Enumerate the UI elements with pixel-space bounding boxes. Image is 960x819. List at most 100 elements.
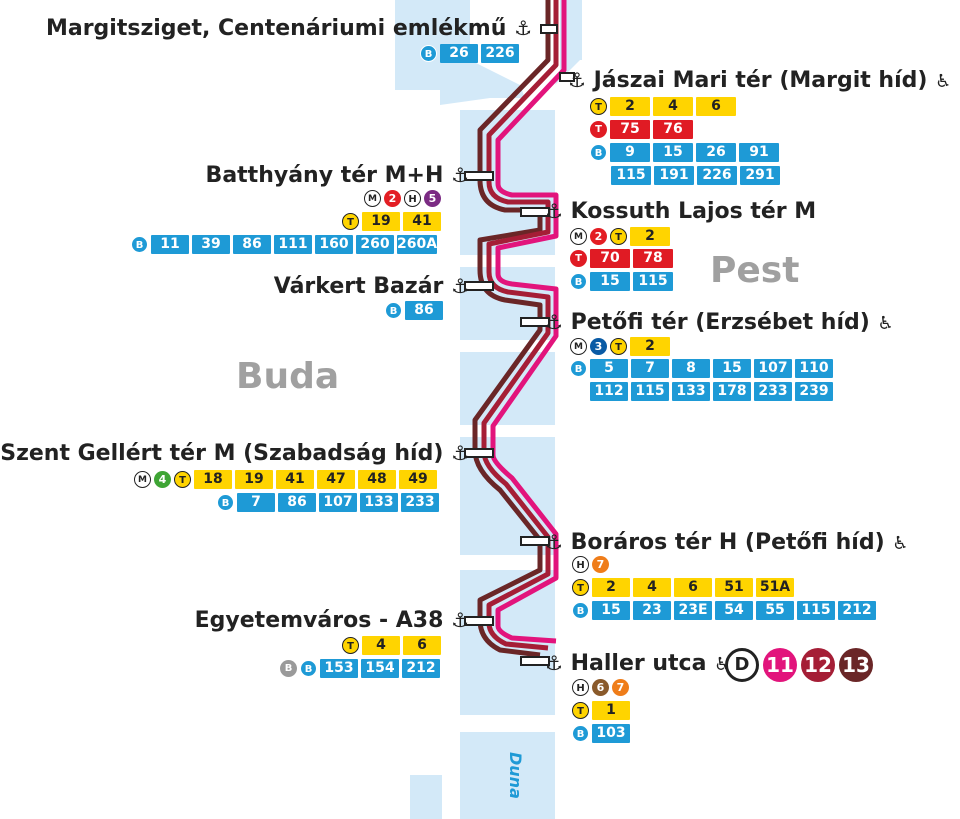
station-margitsziget[interactable]: Margitsziget, Centenáriumi emlékmű ⚓: [46, 16, 532, 41]
route-box[interactable]: 233: [401, 493, 439, 512]
route-box[interactable]: 260: [356, 235, 394, 254]
station-name: Margitsziget, Centenáriumi emlékmű: [45, 16, 507, 41]
route-box[interactable]: 107: [319, 493, 357, 512]
route-box[interactable]: 11: [151, 235, 189, 254]
route-box[interactable]: 1: [592, 701, 630, 720]
route-box[interactable]: 47: [317, 470, 355, 489]
route-box[interactable]: 23E: [674, 601, 712, 620]
route-box[interactable]: 6: [674, 578, 712, 597]
route-box[interactable]: 48: [358, 470, 396, 489]
bus-kossuth: B 15 115: [570, 272, 673, 291]
route-box[interactable]: 7: [237, 493, 275, 512]
station-name: Haller utca: [570, 651, 707, 676]
route-box[interactable]: 2: [610, 97, 650, 116]
station-batthyany-ter[interactable]: Batthyány tér M+H ⚓: [206, 163, 469, 188]
metro-line-badge: 2: [590, 228, 607, 245]
route-box[interactable]: 5: [590, 359, 628, 378]
route-box[interactable]: 111: [274, 235, 312, 254]
route-box[interactable]: 23: [633, 601, 671, 620]
route-box[interactable]: 86: [233, 235, 271, 254]
route-box[interactable]: 2: [592, 578, 630, 597]
route-box[interactable]: 51A: [756, 578, 794, 597]
station-petofi-ter[interactable]: ⚓ Petőfi tér (Erzsébet híd) ♿: [545, 310, 894, 335]
route-box[interactable]: 191: [654, 166, 694, 185]
route-box[interactable]: 86: [278, 493, 316, 512]
route-box[interactable]: 15: [592, 601, 630, 620]
station-haller-utca[interactable]: ⚓ Haller utca ♿: [545, 651, 730, 676]
route-box[interactable]: 2: [630, 227, 670, 246]
route-box[interactable]: 212: [402, 659, 440, 678]
route-box[interactable]: 110: [795, 359, 833, 378]
route-box[interactable]: 18: [194, 470, 232, 489]
route-box[interactable]: 55: [756, 601, 794, 620]
station-egyetemvaros[interactable]: Egyetemváros - A38 ⚓: [195, 608, 469, 633]
route-box[interactable]: 239: [795, 382, 833, 401]
route-box[interactable]: 41: [403, 212, 441, 231]
route-box[interactable]: 133: [672, 382, 710, 401]
river-label: Duna: [506, 752, 525, 799]
grey-bus-icon: B: [280, 660, 297, 677]
station-boraros-ter[interactable]: ⚓ Boráros tér H (Petőfi híd) ♿: [545, 530, 908, 555]
route-box[interactable]: 26: [696, 143, 736, 162]
route-box[interactable]: 178: [713, 382, 751, 401]
route-box[interactable]: 291: [740, 166, 780, 185]
route-box[interactable]: 19: [235, 470, 273, 489]
route-box[interactable]: 41: [276, 470, 314, 489]
route-box[interactable]: 4: [653, 97, 693, 116]
hev-line-badge: 5: [424, 190, 441, 207]
route-box[interactable]: 15: [713, 359, 751, 378]
route-box[interactable]: 160: [315, 235, 353, 254]
metro-icon: M: [364, 190, 381, 207]
route-box[interactable]: 115: [797, 601, 835, 620]
route-box[interactable]: 115: [631, 382, 669, 401]
route-box[interactable]: 6: [403, 636, 441, 655]
route-box[interactable]: 7: [631, 359, 669, 378]
route-box[interactable]: 39: [192, 235, 230, 254]
route-box[interactable]: 107: [754, 359, 792, 378]
trolleybus-icon: T: [570, 250, 587, 267]
metro-line-badge: 4: [154, 471, 171, 488]
route-box[interactable]: 75: [610, 120, 650, 139]
bus-jaszai: B 9 15 26 91: [590, 143, 779, 162]
route-box[interactable]: 54: [715, 601, 753, 620]
route-box[interactable]: 78: [633, 249, 673, 268]
route-box[interactable]: 91: [739, 143, 779, 162]
route-box[interactable]: 226: [697, 166, 737, 185]
route-box[interactable]: 153: [320, 659, 358, 678]
station-kossuth-lajos-ter[interactable]: ⚓ Kossuth Lajos tér M: [545, 199, 816, 224]
route-box[interactable]: 4: [633, 578, 671, 597]
tram-icon: T: [590, 98, 607, 115]
station-szent-gellert-ter[interactable]: Szent Gellért tér M (Szabadság híd) ⚓: [0, 441, 469, 466]
bus-icon: B: [570, 360, 587, 377]
route-box[interactable]: 212: [838, 601, 876, 620]
bus-icon: B: [420, 45, 437, 62]
route-box[interactable]: 19: [362, 212, 400, 231]
route-box[interactable]: 76: [653, 120, 693, 139]
route-box[interactable]: 70: [590, 249, 630, 268]
station-jaszai-mari-ter[interactable]: ⚓ Jászai Mari tér (Margit híd) ♿: [568, 68, 951, 93]
route-box[interactable]: 115: [611, 166, 651, 185]
route-box[interactable]: 112: [590, 382, 628, 401]
route-box[interactable]: 9: [610, 143, 650, 162]
route-box[interactable]: 15: [590, 272, 630, 291]
route-box[interactable]: 2: [630, 337, 670, 356]
route-box[interactable]: 103: [592, 724, 630, 743]
route-box[interactable]: 4: [362, 636, 400, 655]
station-varkert-bazar[interactable]: Várkert Bazár ⚓: [274, 274, 469, 299]
route-box[interactable]: 51: [715, 578, 753, 597]
route-box[interactable]: 133: [360, 493, 398, 512]
route-box[interactable]: 115: [633, 272, 673, 291]
line-13-badge: 13: [839, 648, 873, 682]
route-box[interactable]: 49: [399, 470, 437, 489]
route-box[interactable]: 6: [696, 97, 736, 116]
route-box[interactable]: 8: [672, 359, 710, 378]
route-box[interactable]: 86: [405, 301, 443, 320]
route-box[interactable]: 233: [754, 382, 792, 401]
route-box[interactable]: 260A: [397, 235, 438, 254]
tram-icon: T: [342, 213, 359, 230]
route-box[interactable]: 226: [481, 44, 519, 63]
route-box[interactable]: 15: [653, 143, 693, 162]
route-box[interactable]: 154: [361, 659, 399, 678]
route-box[interactable]: 26: [440, 44, 478, 63]
